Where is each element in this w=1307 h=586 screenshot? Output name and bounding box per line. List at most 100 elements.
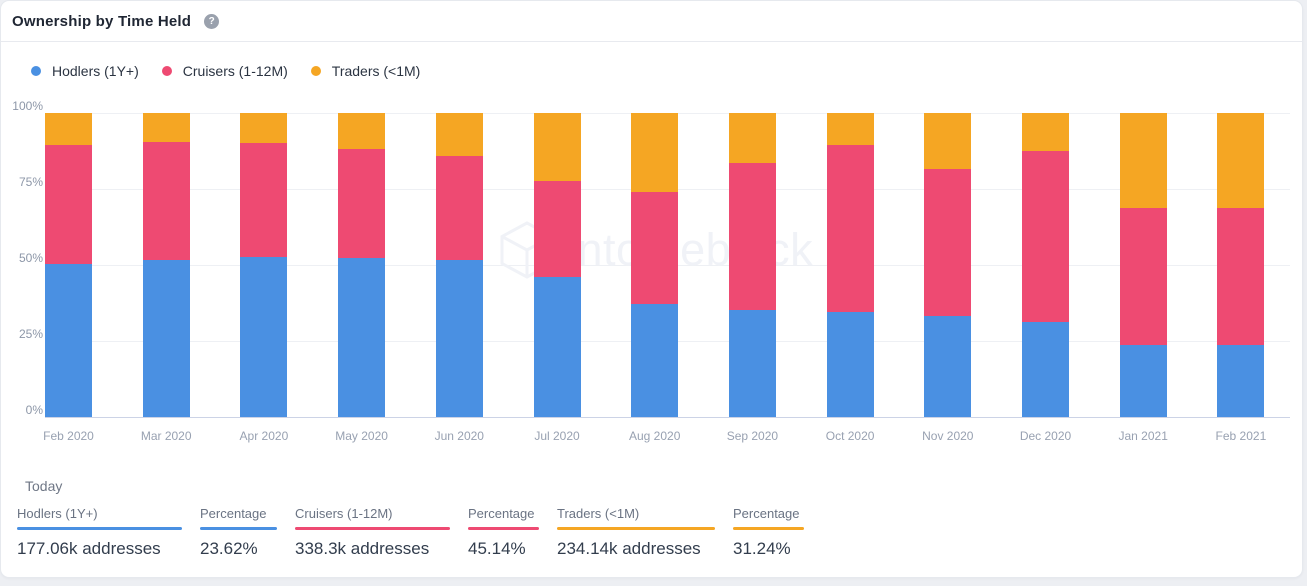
x-axis-label-aug-2020: Aug 2020 — [628, 429, 681, 443]
stat-value: 234.14k addresses — [557, 539, 701, 558]
legend-label: Hodlers (1Y+) — [52, 63, 139, 79]
x-axis-label-feb-2020: Feb 2020 — [43, 429, 94, 443]
stat-underline — [557, 527, 715, 530]
bar-jun-2020 — [435, 113, 483, 417]
bar-segment-hodlers-1y-may-2020[interactable] — [338, 257, 386, 417]
gridline-0 — [45, 417, 1290, 418]
bar-segment-cruisers-1-12m-jun-2020[interactable] — [435, 155, 483, 260]
x-axis-label-mar-2020: Mar 2020 — [140, 429, 192, 443]
bar-feb-2021 — [1217, 113, 1265, 417]
bar-sep-2020 — [728, 113, 776, 417]
bar-segment-cruisers-1-12m-jul-2020[interactable] — [533, 181, 581, 277]
bar-segment-traders-1m-mar-2020[interactable] — [142, 113, 190, 143]
legend-label: Traders (<1M) — [331, 63, 421, 79]
bar-segment-traders-1m-dec-2020[interactable] — [1022, 113, 1069, 151]
legend: Hodlers (1Y+) Cruisers (1-12M) Traders (<1… — [31, 63, 1302, 79]
stat-underline — [200, 527, 277, 530]
help-icon[interactable]: ? — [204, 13, 220, 29]
bar-segment-traders-1m-apr-2020[interactable] — [240, 113, 288, 144]
stat-value: 338.3k addresses — [295, 539, 430, 558]
legend-item-cruisers-1-12m[interactable]: Cruisers (1-12M) — [161, 63, 288, 79]
bar-segment-cruisers-1-12m-feb-2020[interactable] — [45, 144, 92, 265]
bar-segment-hodlers-1y-mar-2020[interactable] — [142, 259, 190, 417]
bar-segment-hodlers-1y-feb-2021[interactable] — [1217, 345, 1265, 417]
bar-segment-hodlers-1y-jul-2020[interactable] — [533, 276, 581, 417]
today-stats: Hodlers (1Y+) 177.06k addresses Percentage… — [17, 506, 1302, 559]
x-axis-label-may-2020: May 2020 — [335, 429, 388, 443]
bar-segment-hodlers-1y-nov-2020[interactable] — [924, 316, 972, 417]
card-header: Ownership by Time Held ? — [1, 1, 1302, 42]
bar-segment-traders-1m-jul-2020[interactable] — [533, 113, 581, 182]
bar-segment-hodlers-1y-oct-2020[interactable] — [826, 311, 874, 417]
bar-segment-traders-1m-oct-2020[interactable] — [826, 113, 874, 145]
x-axis-label-sep-2020: Sep 2020 — [726, 429, 779, 443]
stat-header: Traders (<1M) — [557, 506, 640, 521]
x-axis-label-feb-2021: Feb 2021 — [1215, 429, 1267, 443]
bar-segment-hodlers-1y-dec-2020[interactable] — [1022, 321, 1069, 417]
bar-segment-cruisers-1-12m-oct-2020[interactable] — [826, 144, 874, 312]
y-axis-label-50: 50% — [18, 251, 43, 265]
bar-segment-hodlers-1y-jan-2021[interactable] — [1119, 344, 1167, 417]
bar-segment-hodlers-1y-sep-2020[interactable] — [728, 310, 776, 417]
bar-segment-cruisers-1-12m-mar-2020[interactable] — [142, 142, 190, 260]
stat-header: Hodlers (1Y+) — [17, 506, 98, 521]
bar-oct-2020 — [826, 113, 874, 417]
x-axis-label-dec-2020: Dec 2020 — [1019, 429, 1072, 443]
bar-segment-traders-1m-may-2020[interactable] — [338, 113, 386, 149]
y-axis-label-100: 100% — [12, 99, 43, 113]
stat-percentage-1: Percentage 23.62% — [200, 506, 277, 559]
stat-cruisers-1-12m-2: Cruisers (1-12M) 338.3k addresses — [295, 506, 450, 559]
plot-area: intotheblock 0% 25% 50% 75% 100% Feb 2020 Mar … — [12, 100, 1290, 443]
bar-segment-traders-1m-jun-2020[interactable] — [435, 113, 483, 156]
stat-percentage-5: Percentage 31.24% — [733, 506, 804, 559]
bar-segment-cruisers-1-12m-sep-2020[interactable] — [728, 162, 776, 310]
stat-underline — [733, 527, 804, 530]
x-axis-label-oct-2020: Oct 2020 — [825, 429, 875, 443]
bar-segment-traders-1m-aug-2020[interactable] — [631, 113, 679, 192]
legend-dot-icon — [161, 66, 172, 76]
y-axis-label-0: 0% — [25, 403, 43, 417]
watermark-text: intotheblock — [567, 224, 814, 275]
stat-header: Percentage — [468, 506, 535, 521]
bar-segment-cruisers-1-12m-apr-2020[interactable] — [240, 143, 288, 258]
bar-mar-2020 — [142, 113, 190, 417]
stat-value: 31.24% — [733, 539, 791, 558]
page-title: Ownership by Time Held — [12, 12, 192, 30]
bar-aug-2020 — [631, 113, 679, 417]
bar-segment-hodlers-1y-aug-2020[interactable] — [631, 304, 679, 417]
bar-segment-cruisers-1-12m-may-2020[interactable] — [338, 148, 386, 258]
bar-jan-2021 — [1119, 113, 1167, 417]
bar-segment-hodlers-1y-jun-2020[interactable] — [435, 259, 483, 417]
bar-jul-2020 — [533, 113, 581, 417]
bar-segment-cruisers-1-12m-feb-2021[interactable] — [1217, 207, 1265, 346]
bar-segment-traders-1m-nov-2020[interactable] — [924, 113, 972, 169]
stat-header: Percentage — [733, 506, 800, 521]
stat-value: 45.14% — [468, 539, 526, 558]
stat-underline — [17, 527, 182, 530]
bar-segment-cruisers-1-12m-jan-2021[interactable] — [1119, 207, 1167, 345]
stat-underline — [468, 527, 539, 530]
stat-hodlers-1y-0: Hodlers (1Y+) 177.06k addresses — [17, 506, 182, 559]
bar-segment-cruisers-1-12m-aug-2020[interactable] — [631, 191, 679, 305]
bar-segment-cruisers-1-12m-nov-2020[interactable] — [924, 168, 972, 317]
legend-item-traders-1m[interactable]: Traders (<1M) — [310, 63, 421, 79]
bar-feb-2020 — [45, 113, 92, 417]
legend-item-hodlers-1y[interactable]: Hodlers (1Y+) — [31, 63, 139, 79]
bar-segment-traders-1m-sep-2020[interactable] — [728, 113, 776, 163]
legend-dot-icon — [31, 66, 41, 76]
bar-segment-traders-1m-feb-2021[interactable] — [1217, 113, 1265, 208]
stat-header: Cruisers (1-12M) — [295, 506, 393, 521]
x-axis-label-nov-2020: Nov 2020 — [922, 429, 974, 443]
x-axis-label-jun-2020: Jun 2020 — [434, 429, 484, 443]
y-axis-label-25: 25% — [18, 327, 43, 341]
today-label: Today — [25, 478, 63, 494]
bar-segment-hodlers-1y-feb-2020[interactable] — [45, 264, 92, 417]
legend-dot-icon — [310, 66, 321, 76]
bar-segment-traders-1m-feb-2020[interactable] — [45, 113, 92, 145]
bar-segment-hodlers-1y-apr-2020[interactable] — [240, 257, 288, 417]
bar-apr-2020 — [240, 113, 288, 417]
x-axis-label-apr-2020: Apr 2020 — [239, 429, 289, 443]
bar-segment-traders-1m-jan-2021[interactable] — [1119, 113, 1167, 208]
bar-segment-cruisers-1-12m-dec-2020[interactable] — [1022, 150, 1069, 322]
